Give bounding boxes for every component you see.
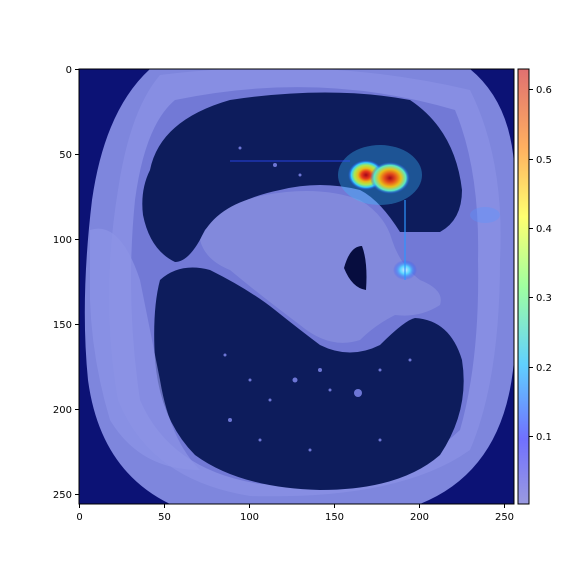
- x-tick-label: 200: [410, 512, 429, 523]
- x-tick-label: 0: [76, 512, 82, 523]
- posterior-band: [90, 228, 200, 470]
- image-panel: [79, 69, 514, 504]
- colorbar-tick-label: 0.4: [536, 224, 552, 235]
- colorbar-tick: 0.6: [529, 85, 552, 96]
- upper-lung: [142, 92, 463, 262]
- colorbar-tick: 0.2: [529, 363, 552, 374]
- x-tick: 250: [495, 504, 514, 523]
- heatmap-overlay: [230, 145, 500, 280]
- y-tick-label: 50: [59, 150, 72, 161]
- image-frame: [78, 68, 515, 505]
- colorbar-tick: 0.1: [529, 432, 552, 443]
- x-tick: 150: [325, 504, 344, 523]
- x-tick-label: 150: [325, 512, 344, 523]
- y-tick-label: 150: [53, 320, 72, 331]
- trachea: [344, 246, 367, 290]
- x-tick-label: 100: [240, 512, 259, 523]
- x-tick: 200: [410, 504, 429, 523]
- y-tick: 150: [53, 320, 79, 331]
- colorbar-tick-label: 0.5: [536, 155, 552, 166]
- y-tick-label: 100: [53, 235, 72, 246]
- lower-lung: [154, 267, 464, 490]
- colorbar-tick-label: 0.1: [536, 432, 552, 443]
- vessel-speckles: [223, 146, 412, 452]
- x-axis: 0 50 100 150 200 250: [76, 504, 514, 523]
- mediastinum: [200, 191, 441, 343]
- y-tick: 50: [59, 150, 79, 161]
- colorbar-gradient: [517, 68, 530, 505]
- colorbar-tick-label: 0.6: [536, 85, 552, 96]
- y-tick-label: 0: [66, 65, 72, 76]
- y-tick: 250: [53, 490, 79, 501]
- colorbar-tick-label: 0.3: [536, 293, 552, 304]
- y-axis: 0 50 100 150 200 250: [53, 65, 79, 501]
- y-tick: 0: [66, 65, 79, 76]
- y-tick: 200: [53, 405, 79, 416]
- colorbar-tick: 0.4: [529, 224, 552, 235]
- y-tick: 100: [53, 235, 79, 246]
- x-tick: 0: [76, 504, 83, 523]
- y-tick-label: 200: [53, 405, 72, 416]
- blue-tint: [79, 69, 514, 504]
- colorbar-tick-label: 0.2: [536, 363, 552, 374]
- x-tick-label: 250: [495, 512, 514, 523]
- x-tick: 50: [158, 504, 171, 523]
- y-tick-label: 250: [53, 490, 72, 501]
- x-tick-label: 50: [158, 512, 171, 523]
- colorbar-tick: 0.3: [529, 293, 552, 304]
- colorbar-tick: 0.5: [529, 155, 552, 166]
- x-tick: 100: [240, 504, 259, 523]
- colorbar: 0.1 0.2 0.3 0.4 0.5 0.6: [517, 68, 552, 505]
